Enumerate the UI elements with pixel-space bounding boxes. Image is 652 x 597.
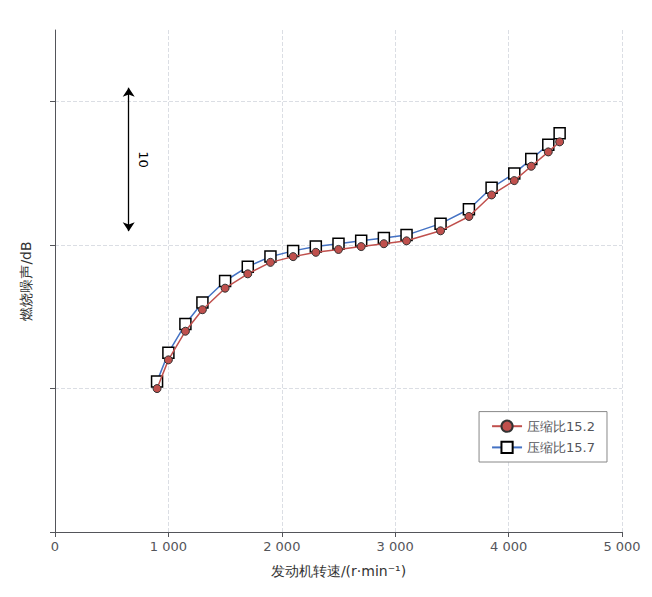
svg-text:10: 10 (136, 151, 151, 168)
svg-text:压缩比15.7: 压缩比15.7 (527, 440, 595, 455)
svg-text:5 000: 5 000 (603, 539, 640, 554)
svg-text:燃烧噪声/dB: 燃烧噪声/dB (18, 241, 34, 320)
svg-text:0: 0 (51, 539, 59, 554)
svg-text:4 000: 4 000 (490, 539, 527, 554)
svg-text:2 000: 2 000 (263, 539, 300, 554)
svg-text:压缩比15.2: 压缩比15.2 (527, 419, 595, 434)
svg-text:1 000: 1 000 (150, 539, 187, 554)
svg-text:发动机转速/(r·min⁻¹): 发动机转速/(r·min⁻¹) (271, 563, 406, 579)
svg-text:3 000: 3 000 (377, 539, 414, 554)
